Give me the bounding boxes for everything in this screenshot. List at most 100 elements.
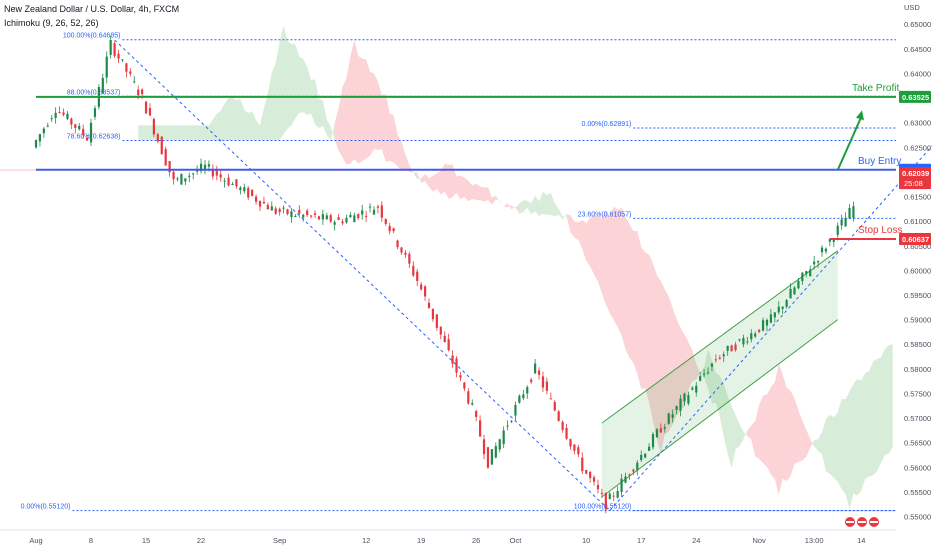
cloud-segment	[338, 87, 343, 158]
cloud-segment	[853, 378, 858, 496]
cloud-segment	[613, 206, 618, 328]
cloud-segment	[672, 308, 677, 425]
candle-body	[258, 200, 262, 207]
candle-body	[404, 252, 407, 255]
take-profit-badge-price: 0.63525	[902, 93, 929, 102]
cloud-segment	[629, 223, 634, 363]
cloud-segment	[692, 350, 697, 381]
cloud-segment	[680, 327, 685, 411]
time-tick-label: 8	[89, 536, 93, 545]
event-flag-icon	[857, 517, 867, 527]
cloud-segment	[849, 383, 854, 510]
candle-body	[247, 188, 250, 198]
cloud-segment	[739, 423, 744, 447]
candle-body	[592, 477, 596, 482]
candle-body	[227, 177, 230, 186]
candle-body	[416, 271, 419, 281]
cloud-segment	[806, 429, 811, 457]
candle-body	[152, 119, 155, 135]
cloud-segment	[252, 111, 257, 141]
price-tick-label: 0.63000	[904, 119, 931, 128]
candle-body	[400, 247, 403, 253]
cloud-segment	[790, 390, 795, 477]
candle-body	[750, 333, 753, 340]
candle-body	[144, 101, 148, 114]
candle-body	[557, 411, 560, 421]
cloud-segment	[884, 345, 889, 456]
cloud-segment	[161, 125, 166, 141]
cloud-segment	[582, 219, 587, 261]
candle-body	[703, 373, 706, 375]
cloud-segment	[641, 247, 646, 389]
cloud-segment	[193, 125, 198, 141]
candle-body	[675, 406, 678, 410]
candle-body	[758, 329, 761, 332]
price-tick-label: 0.60000	[904, 266, 931, 275]
cloud-segment	[704, 348, 709, 389]
candle-body	[478, 420, 482, 437]
candle-body	[522, 394, 525, 399]
candle-body	[353, 215, 356, 223]
channel-lower-line	[601, 319, 839, 498]
candle-body	[836, 225, 839, 235]
stop-loss-label: Stop Loss	[858, 225, 902, 236]
candle-body	[632, 469, 635, 472]
cloud-segment	[299, 56, 304, 113]
current-price-badge-countdown: 25:08	[904, 179, 923, 188]
candle-body	[761, 320, 765, 331]
candle-body	[651, 434, 655, 448]
candle-body	[824, 248, 828, 252]
price-tick-label: 0.59000	[904, 316, 931, 325]
cloud-segment	[448, 164, 453, 199]
cloud-segment	[609, 206, 614, 320]
flag-stripe	[846, 521, 854, 523]
candle-body	[467, 391, 470, 404]
price-tick-label: 0.56500	[904, 439, 931, 448]
cloud-segment	[417, 172, 422, 183]
price-tick-label: 0.64000	[904, 69, 931, 78]
time-tick-label: 10	[582, 536, 590, 545]
cloud-segment	[354, 40, 359, 164]
candle-body	[816, 261, 820, 263]
candle-body	[655, 429, 659, 438]
candle-body	[290, 211, 293, 218]
candle-body	[235, 179, 238, 187]
candle-body	[534, 363, 537, 374]
candle-body	[368, 206, 372, 208]
cloud-segment	[578, 219, 583, 249]
cloud-segment	[802, 420, 807, 461]
cloud-segment	[362, 58, 367, 161]
candle-body	[203, 164, 207, 169]
candle-body	[604, 492, 607, 510]
candle-body	[313, 213, 317, 215]
cloud-segment	[342, 77, 347, 165]
cloud-segment	[385, 94, 390, 162]
price-tick-label: 0.60500	[904, 242, 931, 251]
flag-stripe	[870, 521, 878, 523]
candle-body	[636, 462, 639, 471]
candle-body	[156, 134, 159, 142]
candle-body	[317, 216, 321, 220]
candle-body	[620, 478, 623, 493]
cloud-segment	[664, 289, 669, 435]
cloud-segment	[142, 125, 147, 141]
cloud-segment	[370, 71, 374, 156]
cloud-segment	[621, 207, 626, 349]
candle-body	[188, 175, 191, 177]
flag-stripe	[858, 521, 866, 523]
cloud-segment	[743, 430, 748, 440]
cloud-segment	[181, 125, 186, 141]
candle-body	[109, 40, 112, 55]
candle-body	[773, 312, 776, 318]
cloud-segment	[169, 125, 174, 141]
candle-body	[439, 326, 442, 335]
candle-body	[608, 493, 611, 500]
cloud-segment	[562, 214, 567, 220]
cloud-segment	[189, 125, 194, 141]
cloud-segment	[350, 40, 355, 164]
candle-body	[667, 413, 670, 424]
cloud-segment	[138, 125, 143, 141]
candle-body	[278, 208, 281, 213]
